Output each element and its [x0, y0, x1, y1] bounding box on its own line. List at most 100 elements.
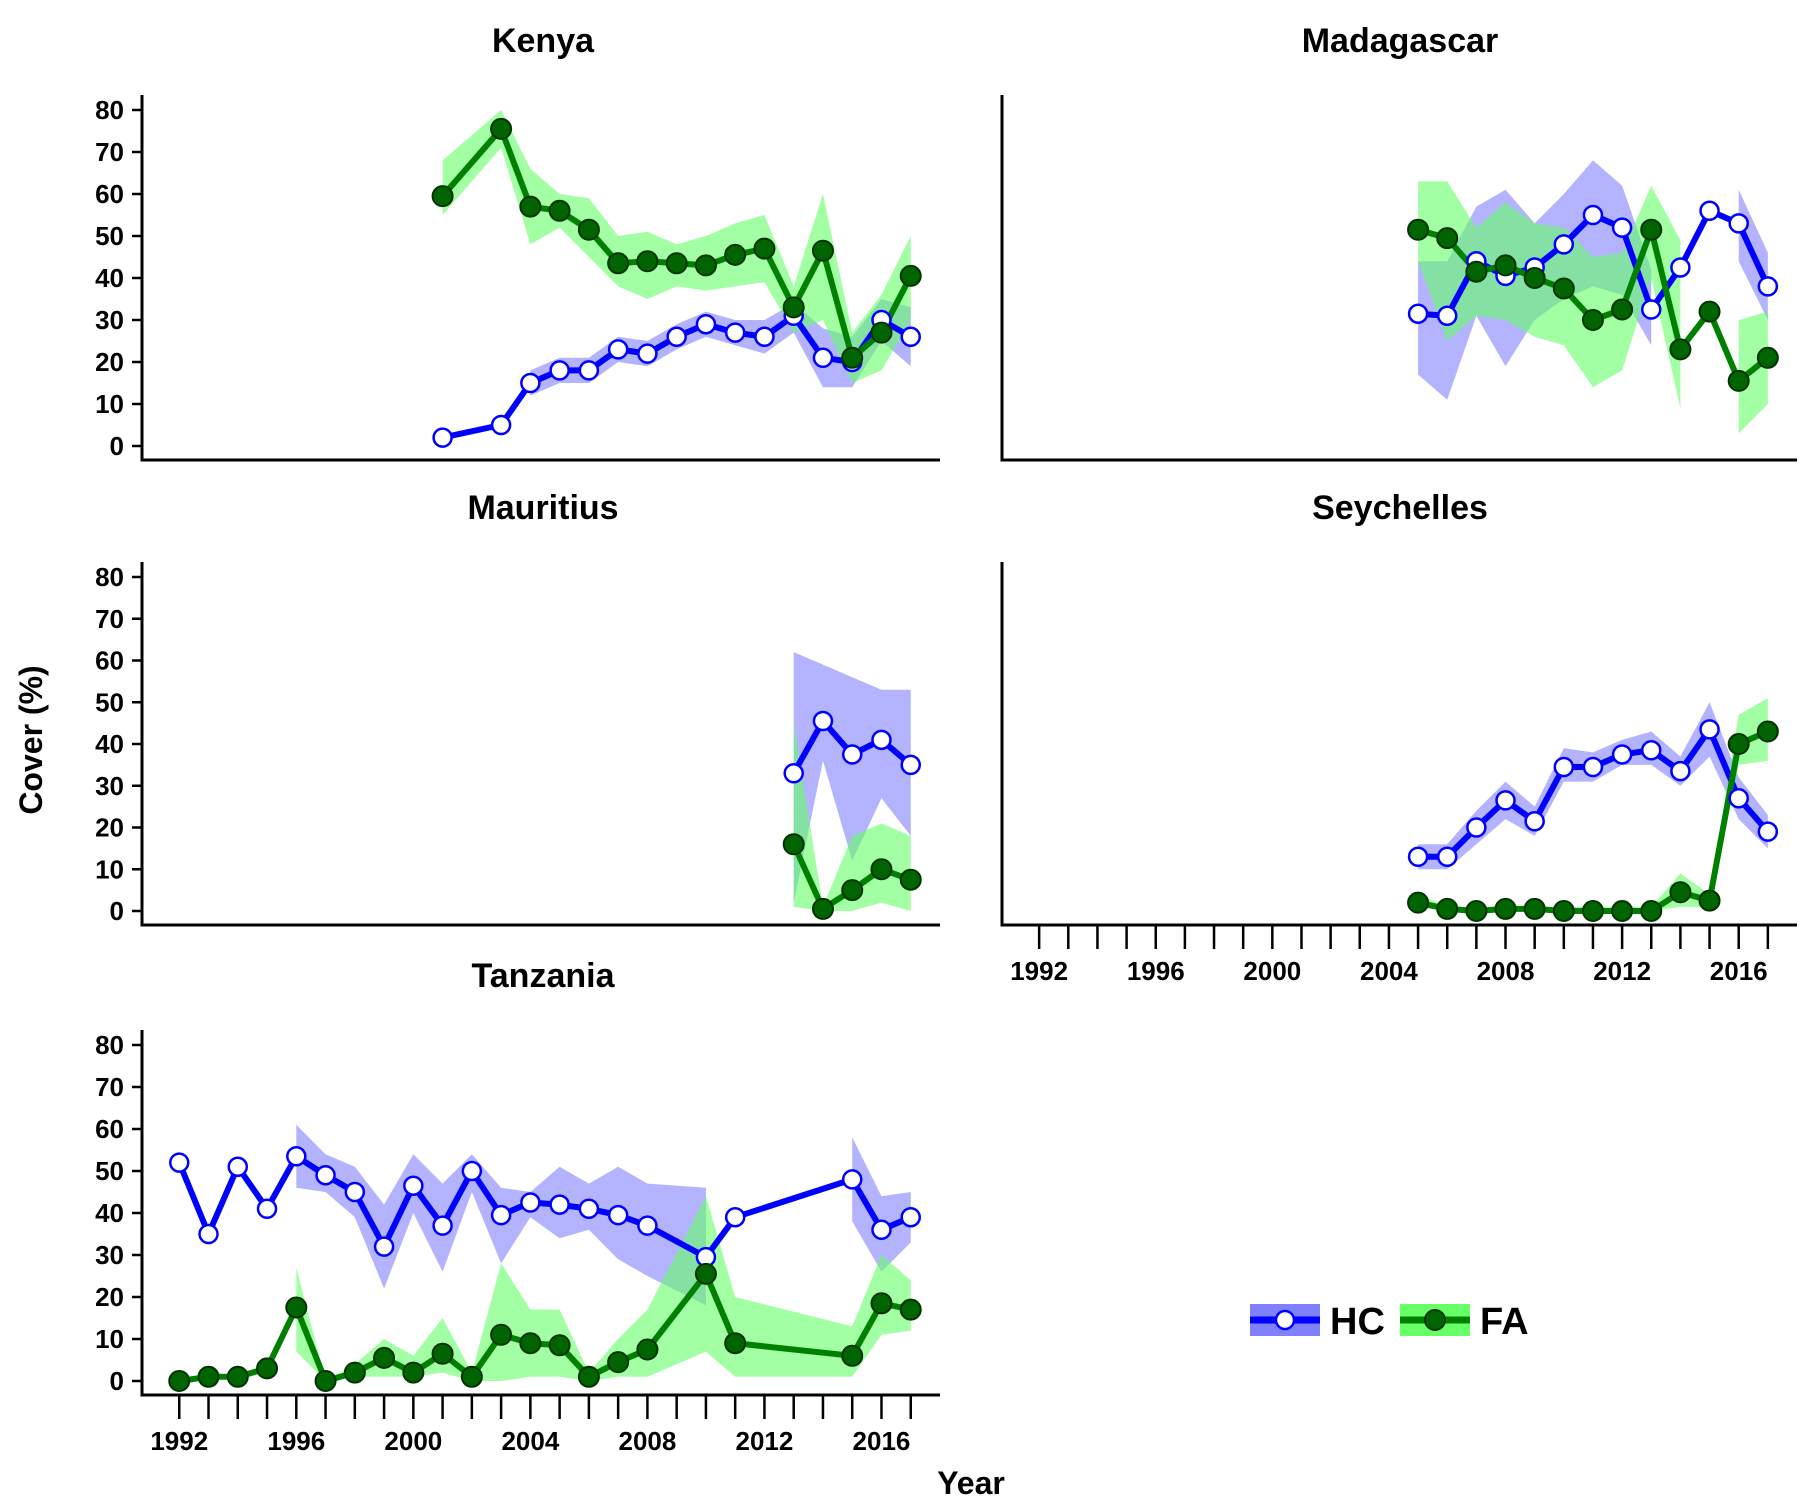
panel-seychelles: Seychelles 1992 1996 2000 2004 2008 2012 2016: [1000, 489, 1797, 986]
point-fa-tanzania: [168, 1370, 191, 1392]
point-fa-tanzania: [256, 1357, 279, 1380]
point-hc-seychelles: [1699, 719, 1720, 740]
point-fa-kenya: [753, 237, 776, 260]
point-hc-kenya: [900, 326, 921, 348]
point-fa-kenya: [841, 346, 864, 369]
x-axis-title: Year: [937, 1465, 1005, 1500]
point-fa-madagascar: [1494, 254, 1517, 277]
point-fa-kenya: [694, 254, 717, 277]
y-tick-label: 0: [110, 1366, 124, 1396]
y-tick-label: 70: [95, 137, 124, 167]
point-hc-seychelles: [1466, 817, 1487, 838]
point-hc-kenya: [812, 347, 834, 369]
y-axis-title: Cover (%): [13, 665, 49, 814]
point-fa-madagascar: [1611, 298, 1634, 321]
panel-tanzania: Tanzania 0 10 20 30 40 50 60 70 80 1992 1996 2000 20…: [95, 957, 940, 1456]
y-tick-label: 50: [95, 687, 124, 717]
point-hc-tanzania: [432, 1215, 453, 1236]
point-hc-tanzania: [344, 1181, 366, 1203]
point-fa-madagascar: [1465, 260, 1488, 283]
x-tick-label: 2012: [736, 1426, 794, 1456]
line-fa-kenya: [440, 125, 914, 361]
panel-title-tanzania: Tanzania: [472, 957, 616, 995]
point-fa-seychelles: [1407, 891, 1430, 914]
point-fa-madagascar: [1436, 227, 1459, 250]
point-hc-madagascar: [1728, 213, 1749, 234]
point-hc-tanzania: [900, 1206, 921, 1228]
point-fa-madagascar: [1727, 369, 1750, 392]
point-fa-madagascar: [1552, 277, 1575, 300]
line-hc-tanzania: [176, 1153, 912, 1261]
point-hc-seychelles: [1524, 810, 1545, 832]
point-fa-kenya: [519, 195, 542, 218]
point-hc-seychelles: [1611, 744, 1633, 765]
y-tick-label: 60: [95, 646, 124, 676]
point-fa-tanzania: [460, 1365, 483, 1388]
point-fa-tanzania: [490, 1323, 513, 1346]
point-hc-seychelles: [1582, 756, 1604, 778]
point-hc-madagascar: [1436, 305, 1458, 327]
panel-madagascar-plot: [1000, 95, 1797, 462]
point-fa-kenya: [899, 264, 922, 287]
panel-title-madagascar: Madagascar: [1302, 22, 1499, 60]
point-hc-mauritius: [841, 744, 863, 765]
point-hc-kenya: [695, 313, 717, 335]
point-hc-tanzania: [871, 1219, 892, 1241]
y-tick-label: 20: [95, 347, 124, 377]
panel-kenya: Kenya 0 10 20 30 40 50 60 70 80: [95, 22, 940, 462]
point-fa-tanzania: [724, 1332, 747, 1355]
legend-hc-label: HC: [1330, 1301, 1385, 1343]
x-tick-label: 1992: [150, 1426, 208, 1456]
panel-title-mauritius: Mauritius: [467, 489, 618, 527]
point-fa-seychelles: [1523, 897, 1546, 920]
band-fa-madagascar: [1418, 181, 1681, 409]
legend-entry-hc: HC: [1250, 1301, 1385, 1343]
point-hc-tanzania: [724, 1206, 746, 1228]
y-tick-label: 40: [95, 729, 124, 759]
y-tick-label: 30: [95, 771, 124, 801]
point-fa-seychelles: [1727, 733, 1750, 755]
point-hc-madagascar: [1641, 299, 1662, 320]
point-hc-seychelles: [1553, 756, 1575, 778]
legend-fa-marker: [1424, 1309, 1446, 1331]
point-fa-tanzania: [197, 1365, 220, 1388]
y-tick-label: 70: [95, 604, 124, 634]
point-fa-mauritius: [782, 833, 805, 856]
point-hc-kenya: [607, 339, 629, 360]
band-hc-tanzania: [852, 1137, 911, 1272]
y-tick-label: 80: [95, 562, 124, 592]
point-fa-kenya: [490, 117, 513, 140]
point-hc-madagascar: [1611, 217, 1633, 238]
point-fa-tanzania: [431, 1342, 454, 1365]
x-tick-label: 2008: [1477, 956, 1535, 986]
panel-mauritius-plot: 0 10 20 30 40 50 60 70 80: [95, 562, 940, 927]
point-hc-tanzania: [169, 1152, 190, 1173]
point-hc-tanzania: [227, 1156, 249, 1178]
point-fa-tanzania: [285, 1296, 308, 1319]
point-fa-tanzania: [870, 1292, 893, 1315]
point-fa-kenya: [636, 250, 659, 273]
panel-tanzania-plot: 0 10 20 30 40 50 60 70 80 1992 1996 2000 2004 2008 201…: [95, 1030, 940, 1456]
point-fa-seychelles: [1640, 900, 1663, 922]
point-fa-kenya: [870, 321, 893, 344]
point-hc-tanzania: [578, 1198, 600, 1220]
point-hc-seychelles: [1670, 760, 1691, 782]
point-fa-madagascar: [1407, 218, 1430, 241]
point-hc-tanzania: [490, 1204, 512, 1226]
point-hc-kenya: [432, 427, 453, 448]
point-fa-seychelles: [1581, 900, 1604, 922]
point-hc-kenya: [578, 360, 600, 381]
point-fa-kenya: [577, 218, 600, 241]
panel-seychelles-plot: 1992 1996 2000 2004 2008 2012 2016: [1000, 562, 1797, 986]
point-fa-madagascar: [1669, 338, 1692, 361]
point-hc-kenya: [490, 414, 512, 436]
y-tick-label: 70: [95, 1072, 124, 1102]
legend: HC FA: [1250, 1301, 1529, 1343]
point-fa-tanzania: [343, 1361, 366, 1384]
point-fa-mauritius: [870, 858, 893, 881]
panel-madagascar: Madagascar: [1000, 22, 1797, 462]
point-hc-tanzania: [256, 1198, 278, 1220]
point-fa-seychelles: [1756, 720, 1779, 743]
y-tick-label: 20: [95, 1282, 124, 1312]
point-fa-tanzania: [577, 1365, 600, 1388]
